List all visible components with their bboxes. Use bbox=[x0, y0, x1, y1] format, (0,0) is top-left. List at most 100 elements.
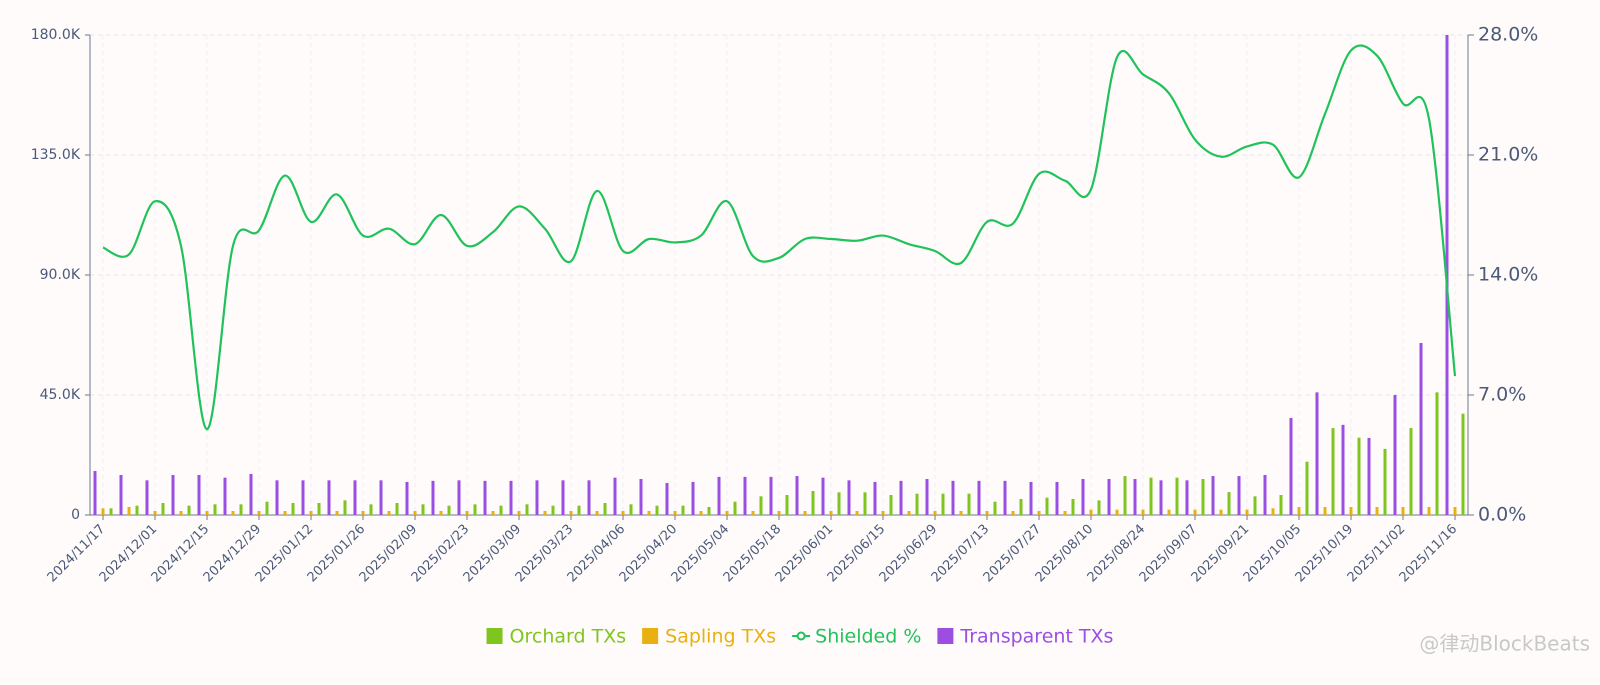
legend-swatch bbox=[642, 628, 659, 644]
bar bbox=[353, 480, 357, 515]
bar bbox=[751, 511, 755, 515]
bar bbox=[369, 504, 373, 515]
bar bbox=[93, 471, 97, 515]
legend: Orchard TXs Sapling TXs Shielded % Transpar… bbox=[486, 626, 1113, 648]
bar bbox=[1211, 476, 1215, 515]
y2-tick-label: 7.0% bbox=[1478, 384, 1526, 406]
legend-item: Transparent TXs bbox=[937, 626, 1113, 648]
bar bbox=[551, 505, 555, 515]
bar bbox=[413, 511, 417, 515]
bar bbox=[811, 491, 815, 515]
bar bbox=[829, 511, 833, 515]
bar bbox=[1409, 428, 1413, 515]
legend-swatch bbox=[486, 628, 503, 644]
bar bbox=[291, 503, 295, 515]
bar bbox=[1029, 481, 1033, 515]
bar bbox=[925, 479, 929, 515]
bar bbox=[499, 505, 503, 515]
bar bbox=[517, 511, 521, 515]
bar bbox=[223, 477, 227, 515]
legend-dot bbox=[796, 631, 806, 641]
bar bbox=[447, 505, 451, 515]
bar bbox=[535, 480, 539, 515]
bar bbox=[1315, 392, 1319, 515]
bar bbox=[309, 511, 313, 515]
bar bbox=[993, 501, 997, 515]
bar bbox=[1003, 480, 1007, 515]
bar bbox=[439, 511, 443, 515]
bar bbox=[1081, 479, 1085, 515]
bar bbox=[301, 480, 305, 515]
bar bbox=[1237, 476, 1241, 515]
bar bbox=[1401, 507, 1405, 515]
bar bbox=[717, 476, 721, 515]
bar bbox=[153, 511, 157, 515]
bar bbox=[647, 511, 651, 515]
bar bbox=[665, 483, 669, 515]
bar bbox=[145, 480, 149, 515]
bar bbox=[785, 495, 789, 515]
y-tick-label: 90.0K bbox=[40, 267, 81, 283]
bar bbox=[1149, 477, 1153, 515]
bar bbox=[881, 511, 885, 515]
bar bbox=[1115, 509, 1119, 515]
bar bbox=[629, 504, 633, 515]
bar bbox=[1019, 499, 1023, 515]
bar bbox=[257, 511, 261, 515]
bar bbox=[1419, 343, 1423, 515]
y2-tick-label: 21.0% bbox=[1478, 144, 1538, 166]
bar bbox=[1349, 507, 1353, 515]
bar bbox=[187, 505, 191, 515]
bar bbox=[249, 473, 253, 515]
bar bbox=[1141, 509, 1145, 515]
legend-label: Orchard TXs bbox=[510, 626, 627, 648]
bar bbox=[205, 511, 209, 515]
bar bbox=[1037, 511, 1041, 515]
bar bbox=[239, 504, 243, 515]
y2-tick-label: 28.0% bbox=[1478, 24, 1538, 46]
bar bbox=[213, 504, 217, 515]
bar bbox=[1461, 413, 1465, 515]
bar bbox=[725, 511, 729, 515]
bar bbox=[967, 493, 971, 515]
y-tick-label: 180.0K bbox=[31, 27, 81, 43]
bar bbox=[197, 475, 201, 515]
bar bbox=[473, 504, 477, 515]
bar bbox=[777, 511, 781, 515]
bar bbox=[1107, 479, 1111, 515]
bar bbox=[1297, 507, 1301, 515]
bar bbox=[1063, 511, 1067, 515]
bar bbox=[1383, 448, 1387, 515]
bar bbox=[509, 480, 513, 515]
bar bbox=[569, 511, 573, 515]
bar bbox=[283, 511, 287, 515]
bar bbox=[231, 511, 235, 515]
bar bbox=[421, 504, 425, 515]
legend-item: Sapling TXs bbox=[642, 626, 776, 648]
bar bbox=[491, 511, 495, 515]
bar bbox=[395, 503, 399, 515]
bar bbox=[707, 507, 711, 515]
bar bbox=[691, 481, 695, 515]
bar bbox=[405, 481, 409, 515]
bar bbox=[335, 511, 339, 515]
bar bbox=[613, 477, 617, 515]
bar bbox=[109, 508, 113, 515]
bar bbox=[1219, 509, 1223, 515]
watermark: @律动BlockBeats bbox=[1419, 632, 1590, 656]
bar bbox=[733, 501, 737, 515]
bar bbox=[431, 480, 435, 515]
bar bbox=[161, 503, 165, 515]
bar bbox=[803, 511, 807, 515]
bar bbox=[1375, 507, 1379, 515]
line bbox=[102, 44, 1457, 431]
bar bbox=[379, 480, 383, 515]
bar bbox=[1123, 476, 1127, 515]
bar bbox=[1289, 417, 1293, 515]
bar bbox=[1167, 509, 1171, 515]
bar bbox=[1393, 395, 1397, 515]
bar bbox=[873, 481, 877, 515]
bar bbox=[1367, 437, 1371, 515]
bar bbox=[1435, 392, 1439, 515]
